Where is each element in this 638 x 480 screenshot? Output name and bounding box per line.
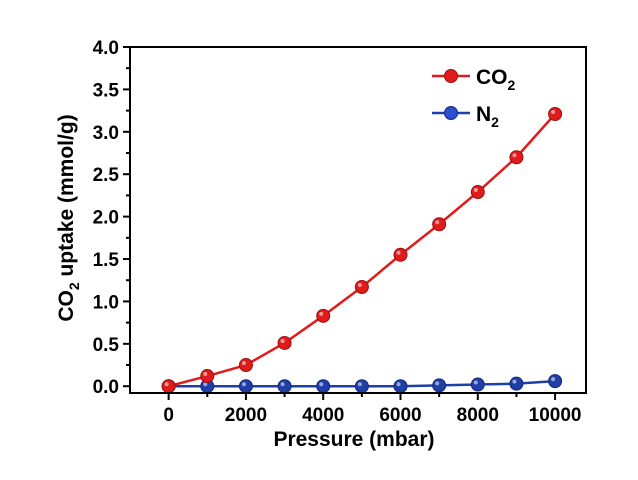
axis-ticks [123,46,557,400]
data-point-highlight [280,338,285,343]
data-point [316,379,331,394]
x-tick-label: 2000 [225,405,267,426]
data-point-highlight [435,220,440,225]
legend-co2-label: CO2 [476,66,516,93]
data-point-highlight [512,379,517,384]
legend: CO2 N2 [432,66,516,130]
data-point-highlight [473,188,478,193]
y-tick-label: 1.0 [93,292,119,313]
x-tick-label: 6000 [379,405,421,426]
legend-item-co2: CO2 [432,66,516,93]
data-point-highlight [241,361,246,366]
x-tick-label: 10000 [529,405,582,426]
data-point-highlight [357,282,362,287]
data-point-highlight [512,153,517,158]
legend-co2-marker [444,69,458,83]
data-point [393,379,408,394]
series-line [168,113,557,388]
data-point [548,374,563,389]
data-point [470,185,485,200]
data-point-highlight [164,382,169,387]
y-tick-label: 4.0 [93,38,119,59]
y-axis-title: CO2 uptake (mmol/g) [55,114,82,321]
y-tick-label: 3.5 [93,80,120,101]
data-point [354,279,369,294]
data-point-highlight [241,382,246,387]
data-point [277,335,292,350]
y-tick-label: 0.5 [93,335,120,356]
data-point [509,150,524,165]
data-point-highlight [551,109,556,114]
legend-item-n2: N2 [432,103,499,130]
data-point [509,376,524,391]
y-axis-title-main: CO [55,290,78,322]
data-point-highlight [319,311,324,316]
data-point [354,379,369,394]
data-point [200,369,215,384]
series-n2 [161,374,563,394]
data-point-highlight [396,250,401,255]
x-tick-label: 4000 [302,405,344,426]
plot-frame [129,46,587,394]
data-point [393,247,408,262]
x-tick-label: 0 [163,405,174,426]
data-point-highlight [396,382,401,387]
data-point [238,358,253,373]
x-tick-label: 8000 [457,405,499,426]
y-tick-label: 0.0 [93,377,119,398]
data-point [470,377,485,392]
series-co2 [161,106,563,394]
data-point [548,106,563,121]
data-point [277,379,292,394]
data-point-highlight [203,382,208,387]
y-tick-label: 2.0 [93,208,119,229]
y-tick-label: 2.5 [93,165,120,186]
data-point-highlight [319,382,324,387]
data-point-highlight [203,372,208,377]
legend-n2-marker [444,106,458,120]
data-point [161,379,176,394]
y-tick-label: 1.5 [93,250,120,271]
y-tick-label: 3.0 [93,123,119,144]
data-point [432,217,447,232]
svg-text:CO2 uptake (mmol/g): CO2 uptake (mmol/g) [55,114,82,321]
data-point-highlight [435,381,440,386]
data-point [316,308,331,323]
data-point [238,379,253,394]
data-point-highlight [473,380,478,385]
data-point-highlight [280,382,285,387]
x-axis-title: Pressure (mbar) [273,428,434,451]
data-series [161,106,563,394]
legend-n2-label: N2 [476,103,499,130]
data-point [432,378,447,393]
tick-labels: 0 2000 4000 6000 8000 10000 0.0 0.5 1.0 1.5 2.0 2.5… [93,38,582,426]
data-point-highlight [551,377,556,382]
y-axis-title-rest: uptake (mmol/g) [55,114,78,282]
data-point-highlight [357,382,362,387]
y-axis-title-subscript: 2 [66,282,82,290]
